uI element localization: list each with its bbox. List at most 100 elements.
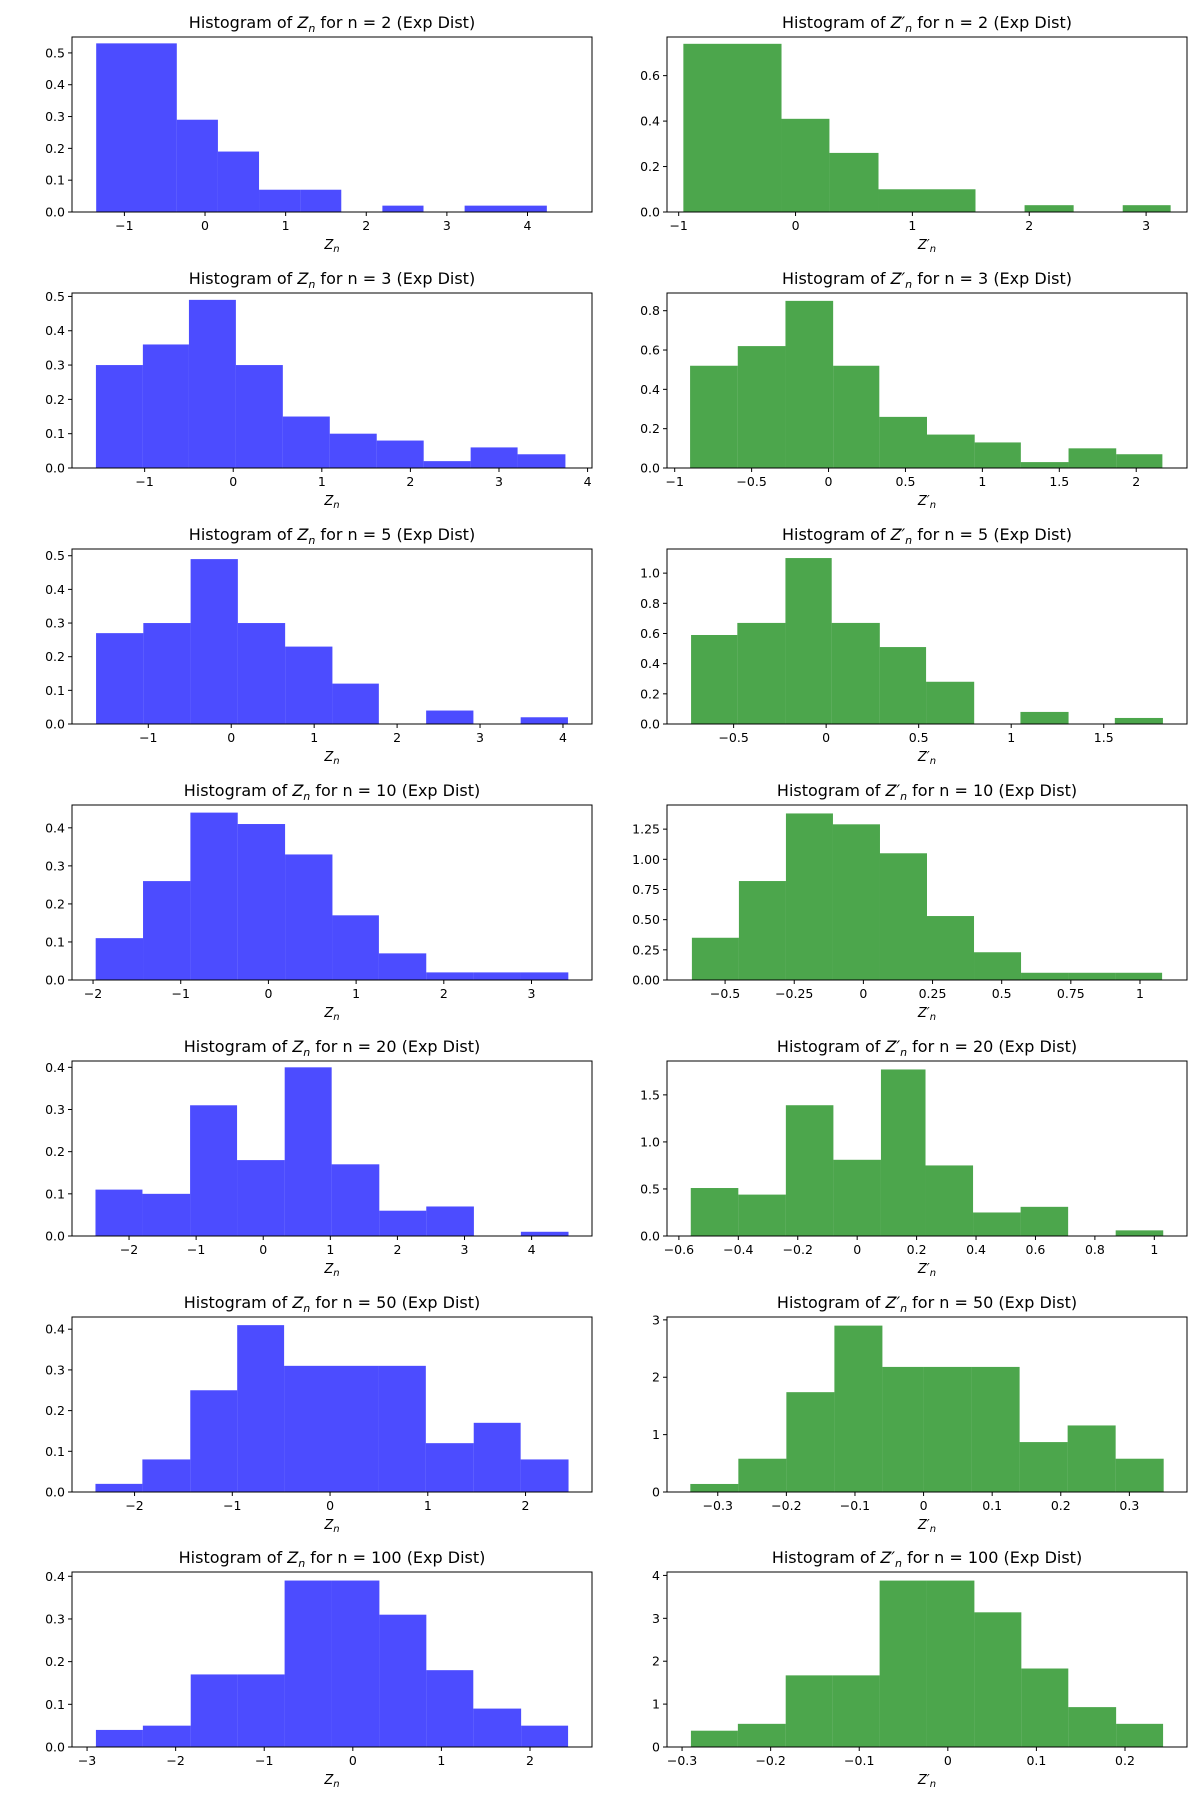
- panel-title: Histogram of Zn for n = 10 (Exp Dist): [184, 781, 481, 803]
- histogram-panel: Histogram of Z′n for n = 100 (Exp Dist) −…: [652, 1548, 1188, 1790]
- histogram-bar: [786, 1392, 835, 1492]
- x-tick-label: 0: [822, 730, 830, 745]
- histogram-bar: [833, 1159, 881, 1236]
- x-tick-label: 3: [461, 1242, 469, 1257]
- x-tick-label: −0.2: [755, 1753, 785, 1768]
- x-tick-label: 1: [352, 986, 360, 1001]
- panel-title: Histogram of Zn for n = 2 (Exp Dist): [189, 13, 475, 35]
- x-tick-label: 0.2: [907, 1242, 927, 1257]
- histogram-bar: [880, 1069, 926, 1236]
- histogram-bar: [925, 1165, 974, 1236]
- x-tick-label: 0: [227, 730, 235, 745]
- x-tick-label: 1: [282, 218, 290, 233]
- x-axis-label: Zn: [323, 1262, 339, 1279]
- histogram-bar: [142, 1459, 191, 1492]
- histogram-panel: Histogram of Z′n for n = 5 (Exp Dist) −0.…: [640, 525, 1188, 767]
- x-tick-label: −0.1: [844, 1753, 874, 1768]
- histogram-bar: [781, 118, 830, 212]
- y-tick-label: 0.4: [45, 1569, 65, 1584]
- y-tick-label: 0.8: [640, 303, 660, 318]
- x-tick-label: 1: [424, 1498, 432, 1513]
- histogram-bar: [926, 681, 975, 724]
- y-tick-label: 0.3: [45, 1611, 65, 1626]
- y-tick-label: 1.5: [640, 1087, 660, 1102]
- axes-frame: [71, 1571, 593, 1748]
- x-axis-label: Z′n: [917, 1006, 936, 1023]
- x-tick-label: 1: [978, 474, 986, 489]
- x-tick-label: −0.3: [703, 1498, 733, 1513]
- axes-frame: [666, 1571, 1188, 1748]
- x-axis-label: Zn: [323, 1773, 339, 1790]
- histogram-bar: [879, 416, 927, 468]
- x-axis-label: Z′n: [917, 1773, 936, 1790]
- histogram-bar: [473, 972, 521, 980]
- histogram-panel: Histogram of Z′n for n = 10 (Exp Dist) −0…: [632, 781, 1188, 1023]
- y-tick-label: 0.3: [45, 616, 65, 631]
- histogram-bar: [190, 559, 238, 724]
- histogram-bar: [426, 1206, 474, 1236]
- histogram-bar: [974, 1612, 1022, 1747]
- histogram-bar: [785, 813, 833, 980]
- histogram-bar: [237, 1160, 285, 1236]
- histogram-bar: [520, 717, 568, 724]
- y-tick-label: 0.1: [45, 1697, 65, 1712]
- histogram-bar: [382, 205, 424, 212]
- histogram-bar: [95, 1729, 143, 1747]
- x-tick-label: 1.5: [1049, 474, 1069, 489]
- histogram-bar: [379, 1210, 427, 1236]
- histogram-bar: [974, 442, 1021, 468]
- histogram-bar: [376, 440, 424, 468]
- histogram-bar: [829, 152, 879, 212]
- y-tick-label: 0.2: [45, 392, 65, 407]
- histogram-bar: [378, 1365, 426, 1492]
- x-tick-label: 1: [1136, 986, 1144, 1001]
- x-tick-label: 0: [259, 1242, 267, 1257]
- x-tick-label: 0: [859, 986, 867, 1001]
- x-tick-label: 4: [559, 730, 567, 745]
- x-tick-label: 1: [318, 474, 326, 489]
- histogram-bar: [1114, 717, 1163, 724]
- histogram-panel: Histogram of Zn for n = 10 (Exp Dist) −2 −…: [45, 781, 593, 1023]
- histogram-bar: [971, 1366, 1020, 1492]
- histogram-bar: [879, 1580, 927, 1747]
- x-axis-label: Z′n: [917, 750, 936, 767]
- histogram-bar: [1122, 205, 1171, 212]
- histogram-panel: Histogram of Zn for n = 50 (Exp Dist) −2 −…: [45, 1293, 593, 1535]
- x-tick-label: −0.5: [736, 474, 766, 489]
- histogram-bar: [1115, 972, 1163, 980]
- histogram-bar: [1020, 462, 1069, 468]
- y-tick-label: 0.2: [45, 1144, 65, 1159]
- y-tick-label: 0.5: [45, 289, 65, 304]
- y-tick-label: 2: [652, 1654, 660, 1669]
- panel-title: Histogram of Z′n for n = 20 (Exp Dist): [777, 1037, 1077, 1059]
- y-tick-label: 0.5: [45, 45, 65, 60]
- histogram-bar: [282, 416, 330, 468]
- x-tick-label: −0.6: [664, 1242, 694, 1257]
- x-tick-label: −0.3: [667, 1753, 697, 1768]
- y-tick-label: 0.75: [632, 882, 660, 897]
- y-tick-label: 1: [652, 1697, 660, 1712]
- histogram-bar: [423, 461, 471, 468]
- x-tick-label: −1: [139, 730, 157, 745]
- x-tick-label: 0.6: [1026, 1242, 1046, 1257]
- histogram-bar: [95, 1483, 143, 1492]
- histogram-bar: [217, 151, 260, 212]
- y-tick-label: 1.0: [640, 1134, 660, 1149]
- histogram-bar: [517, 454, 566, 468]
- y-tick-label: 4: [652, 1568, 660, 1583]
- histogram-bar: [96, 43, 177, 213]
- y-tick-label: 0.0: [640, 205, 660, 220]
- x-tick-label: 0: [326, 1498, 334, 1513]
- histogram-bar: [378, 953, 427, 980]
- histogram-bar: [683, 43, 782, 213]
- histogram-bar: [691, 937, 739, 980]
- histogram-bar: [237, 1325, 285, 1492]
- histogram-bar: [235, 365, 283, 468]
- axes-frame: [71, 1316, 593, 1493]
- x-axis-label: Z′n: [917, 494, 936, 511]
- x-tick-label: 0.8: [1085, 1242, 1105, 1257]
- histogram-bar: [926, 1580, 975, 1747]
- x-tick-label: 1: [310, 730, 318, 745]
- x-tick-label: −2: [84, 986, 102, 1001]
